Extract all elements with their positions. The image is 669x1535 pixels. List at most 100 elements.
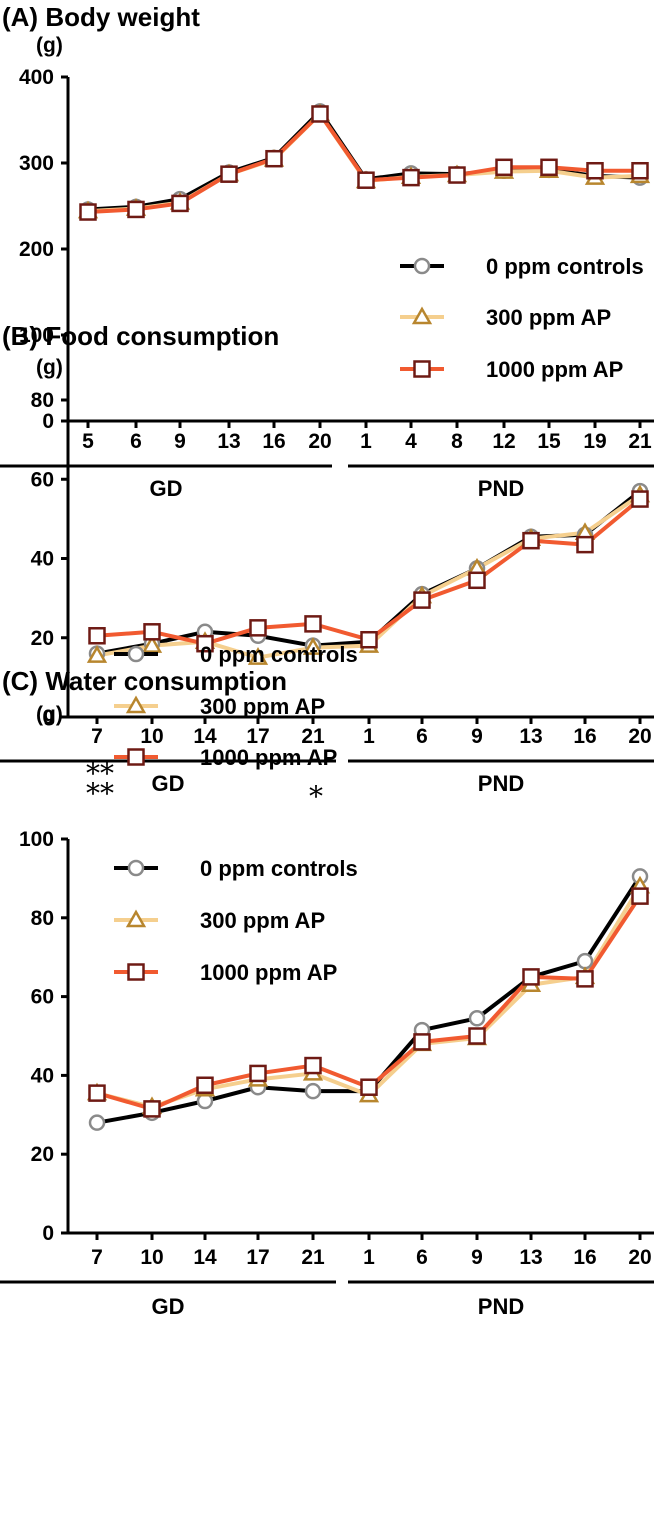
p1-x-tick-label-gd-9: 9 [174,430,186,453]
p1-legend-label-1000-ppm-ap: 1000 ppm AP [486,357,623,382]
p1-point-1000-ppm-ap-pnd-1 [357,171,375,189]
p1-series-markers-1000-ppm-ap [79,105,649,221]
p1-legend-label-0-ppm-controls: 0 ppm controls [486,254,644,279]
p2-point-1000-ppm-ap-gd-17 [249,619,267,637]
p2-point-1000-ppm-ap-pnd-9 [468,571,486,590]
p3-point-0-ppm-controls-pnd-9 [468,1010,486,1027]
p1-x-tick-label-pnd-4: 4 [405,430,417,453]
p2-legend-marker-300-ppm-ap [125,695,147,714]
p3-legend-marker-0-ppm-controls [127,859,145,877]
p2-series-line-0-ppm-controls [96,489,642,656]
p1-point-1000-ppm-ap-pnd-8 [448,166,466,184]
p3-significance-annotation-0: **** [86,757,114,810]
p1-point-1000-ppm-ap-pnd-4 [402,168,420,187]
p2-x-tick-label-pnd-1: 1 [363,725,375,748]
p1-x-tick-label-gd-5: 5 [82,430,94,453]
p1-x-tick-label-pnd-15: 15 [537,430,561,453]
p2-point-1000-ppm-ap-pnd-6 [413,591,431,609]
p3-x-tick-label-gd-14: 14 [193,1246,217,1269]
p1-point-1000-ppm-ap-pnd-12 [495,158,513,177]
p1-x-tick-label-pnd-1: 1 [360,430,372,453]
p3-series-1000-ppm-ap [96,895,642,1111]
p3-legend-marker-300-ppm-ap [125,909,147,928]
p2-y-tick-label-60: 60 [31,468,54,491]
p3-point-1000-ppm-ap-pnd-9 [468,1027,486,1045]
p2-legend-label-300-ppm-ap: 300 ppm AP [200,694,325,719]
p3-point-1000-ppm-ap-gd-10 [143,1100,161,1118]
p1-group-label-gd: GD [150,476,183,501]
p3-series-300-ppm-ap [96,885,642,1109]
p2-group-label-pnd: PND [478,771,524,796]
p1-legend-marker-1000-ppm-ap [413,360,431,378]
p2-point-1000-ppm-ap-pnd-16 [576,535,594,554]
p2-x-tick-label-pnd-20: 20 [628,725,651,748]
p2-chart-title: (B) Food consumption [2,321,279,351]
p3-x-tick-label-gd-17: 17 [246,1246,269,1269]
p2-x-tick-label-gd-17: 17 [246,725,269,748]
p1-x-tick-label-gd-16: 16 [262,430,285,453]
p3-y-tick-label-20: 20 [31,1143,54,1166]
p1-point-1000-ppm-ap-gd-6 [127,200,145,219]
p2-legend-label-1000-ppm-ap: 1000 ppm AP [200,745,337,770]
p2-point-300-ppm-ap-gd-21 [302,637,324,655]
p2-series-line-1000-ppm-ap [96,497,642,646]
p3-significance-mark: * [309,780,323,813]
p1-point-1000-ppm-ap-pnd-21 [631,161,649,180]
p1-point-1000-ppm-ap-gd-9 [171,194,189,213]
p2-x-tick-label-gd-7: 7 [91,725,103,748]
p2-y-tick-label-40: 40 [31,548,54,571]
p3-significance-mark: ** [86,757,114,790]
p1-y-tick-label-100: 100 [19,324,54,347]
p3-chart-title: (C) Water consumption [2,666,287,696]
p1-point-1000-ppm-ap-gd-5 [79,203,97,221]
p3-series-markers-1000-ppm-ap [88,887,649,1118]
p1-y-axis-unit: (g) [36,34,63,57]
p3-x-tick-label-pnd-20: 20 [628,1246,651,1269]
p3-y-tick-label-40: 40 [31,1064,54,1087]
p3-point-1000-ppm-ap-pnd-1 [360,1078,378,1096]
p2-series-0-ppm-controls [96,489,642,656]
p2-point-1000-ppm-ap-gd-10 [143,623,161,641]
p3-series-line-300-ppm-ap [96,885,642,1109]
p3-x-tick-label-gd-21: 21 [301,1246,325,1269]
p2-point-300-ppm-ap-gd-10 [141,635,163,653]
p1-y-tick-label-400: 400 [19,66,54,89]
p2-point-1000-ppm-ap-pnd-13 [522,531,540,550]
p1-x-tick-label-gd-6: 6 [130,430,142,453]
p1-point-1000-ppm-ap-pnd-15 [540,158,558,177]
p2-y-tick-label-20: 20 [31,627,54,650]
p1-point-1000-ppm-ap-gd-13 [220,165,238,183]
p2-x-tick-label-pnd-13: 13 [519,725,542,748]
p3-point-1000-ppm-ap-gd-7 [88,1084,106,1102]
p1-legend-label-300-ppm-ap: 300 ppm AP [486,305,611,330]
p1-y-tick-label-300: 300 [19,152,54,175]
p1-group-label-pnd: PND [478,476,524,501]
p2-point-300-ppm-ap-gd-17 [247,647,269,665]
p3-legend-label-0-ppm-controls: 0 ppm controls [200,856,358,881]
p2-x-tick-label-pnd-16: 16 [573,725,596,748]
p3-legend-marker-1000-ppm-ap [127,963,145,981]
p3-group-label-gd: GD [152,1294,185,1319]
p3-point-1000-ppm-ap-gd-21 [304,1056,322,1075]
p2-x-tick-label-gd-14: 14 [193,725,217,748]
p2-legend-label-0-ppm-controls: 0 ppm controls [200,642,358,667]
p3-series-line-1000-ppm-ap [96,895,642,1111]
p1-x-tick-label-pnd-8: 8 [451,430,463,453]
p3-x-tick-label-pnd-6: 6 [416,1246,428,1269]
p3-point-0-ppm-controls-gd-7 [88,1114,106,1131]
p3-y-tick-label-100: 100 [19,828,54,851]
p2-point-1000-ppm-ap-gd-14 [196,634,214,653]
p2-legend-marker-0-ppm-controls [127,645,145,663]
p3-point-1000-ppm-ap-gd-14 [196,1076,214,1094]
p3-point-1000-ppm-ap-pnd-20 [631,887,649,905]
p3-x-tick-label-pnd-13: 13 [519,1246,542,1269]
p2-point-1000-ppm-ap-gd-7 [88,627,106,645]
p3-point-1000-ppm-ap-pnd-6 [413,1033,431,1051]
p3-legend-label-300-ppm-ap: 300 ppm AP [200,908,325,933]
p2-group-label-gd: GD [152,771,185,796]
p3-x-tick-label-gd-7: 7 [91,1246,103,1269]
